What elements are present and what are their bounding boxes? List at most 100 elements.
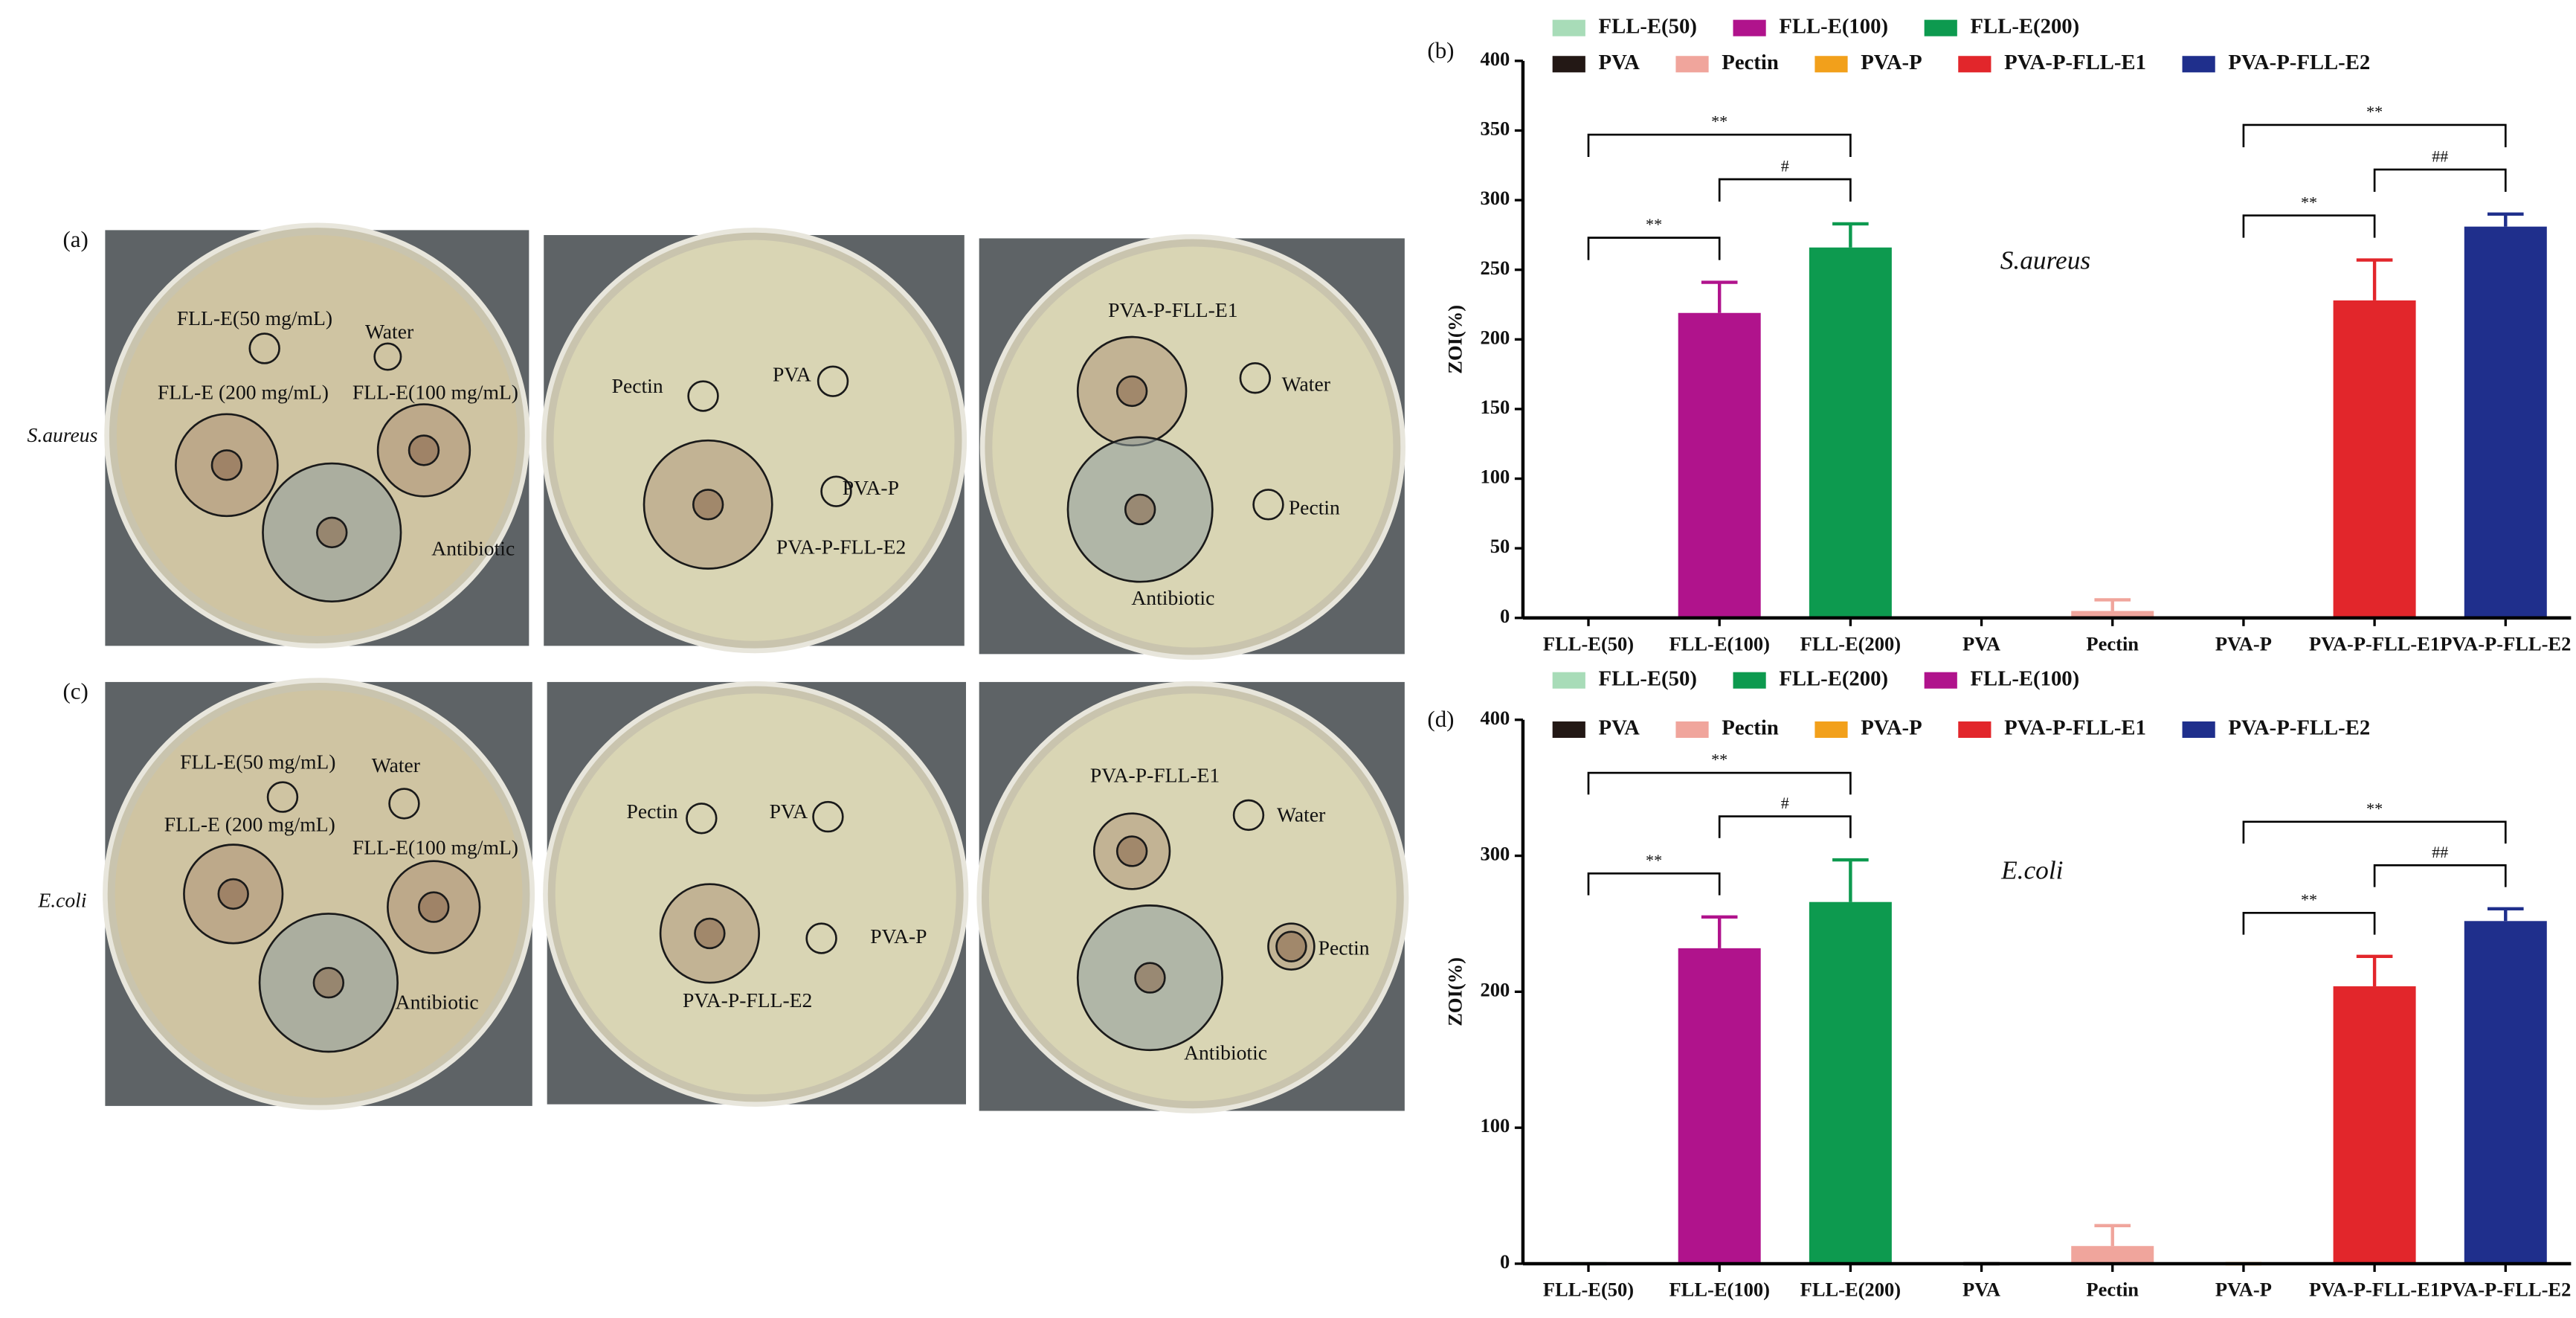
x-tick-label: PVA-P-FLL-E1 bbox=[2309, 632, 2440, 655]
y-tick-label: 250 bbox=[1480, 257, 1510, 279]
legend-swatch bbox=[1675, 56, 1709, 73]
legend-swatch bbox=[1552, 721, 1585, 739]
plate-label: PVA-P-FLL-E2 bbox=[776, 535, 906, 558]
plate-label: Pectin bbox=[1289, 495, 1340, 518]
disc bbox=[210, 449, 243, 481]
legend-swatch bbox=[1958, 721, 1991, 739]
plate-label: Pectin bbox=[612, 374, 663, 397]
significance-bracket bbox=[1718, 178, 1852, 202]
legend-label: Pectin bbox=[1722, 51, 1779, 74]
plate-label: Antibiotic bbox=[431, 537, 515, 560]
x-tick-label: Pectin bbox=[2086, 632, 2139, 655]
plate-label: Antibiotic bbox=[1131, 586, 1214, 609]
significance-bracket bbox=[1587, 237, 1721, 260]
plate-label: PVA-P bbox=[870, 925, 927, 948]
y-tick-label: 350 bbox=[1480, 118, 1510, 140]
error-bar bbox=[1832, 222, 1869, 248]
disc bbox=[805, 922, 837, 954]
significance-bracket bbox=[2373, 864, 2507, 887]
x-tick-label: PVA-P-FLL-E2 bbox=[2440, 632, 2571, 655]
plate-label: FLL-E (200 mg/mL) bbox=[164, 813, 335, 836]
bar bbox=[2333, 300, 2416, 618]
bar bbox=[2464, 921, 2547, 1264]
plate-label: Antibiotic bbox=[1184, 1041, 1267, 1064]
disc bbox=[1275, 930, 1307, 962]
y-tick-label: 200 bbox=[1480, 326, 1510, 348]
legend-swatch bbox=[2182, 56, 2215, 73]
significance-label: ## bbox=[2432, 843, 2448, 861]
plate-label: PVA-P-FLL-E1 bbox=[1090, 763, 1220, 786]
legend-swatch bbox=[1924, 672, 1957, 689]
legend-label: PVA bbox=[1599, 716, 1640, 740]
significance-label: ** bbox=[1711, 750, 1727, 769]
bar bbox=[1678, 948, 1761, 1264]
legend-label: Pectin bbox=[1722, 716, 1779, 740]
disc bbox=[1124, 493, 1156, 526]
y-tick-label: 100 bbox=[1480, 1114, 1510, 1137]
significance-bracket bbox=[2242, 123, 2507, 147]
disc bbox=[692, 489, 724, 521]
significance-label: # bbox=[1781, 157, 1789, 176]
x-tick-label: PVA bbox=[1962, 632, 2000, 655]
plate-label: FLL-E(100 mg/mL) bbox=[352, 836, 518, 859]
y-tick-label: 400 bbox=[1480, 48, 1510, 70]
plate-label: FLL-E(50 mg/mL) bbox=[180, 750, 335, 774]
plate-label: PVA bbox=[773, 362, 811, 385]
plate-label: Antibiotic bbox=[396, 990, 479, 1013]
significance-label: ** bbox=[2301, 890, 2317, 909]
petri-dish-agar bbox=[115, 689, 523, 1098]
error-bar bbox=[2356, 258, 2393, 300]
legend-label: FLL-E(100) bbox=[1971, 666, 2080, 690]
legend-swatch bbox=[1733, 19, 1766, 36]
disc bbox=[687, 380, 719, 412]
significance-label: ## bbox=[2432, 147, 2448, 165]
legend-swatch bbox=[1815, 56, 1848, 73]
disc bbox=[1115, 835, 1148, 867]
disc bbox=[316, 516, 348, 549]
legend-swatch bbox=[1552, 56, 1585, 73]
error-bar bbox=[1701, 915, 1738, 948]
significance-label: ** bbox=[2366, 799, 2383, 817]
legend-swatch bbox=[1552, 19, 1585, 36]
error-bar bbox=[2094, 1224, 2131, 1247]
legend-label: FLL-E(200) bbox=[1779, 666, 1888, 690]
petri-dish-agar bbox=[553, 240, 955, 641]
panel-label: (b) bbox=[1427, 37, 1454, 63]
significance-bracket bbox=[2242, 820, 2507, 844]
x-tick-label: PVA-P bbox=[2215, 1279, 2272, 1301]
legend-label: PVA-P-FLL-E2 bbox=[2228, 716, 2370, 740]
significance-bracket bbox=[2242, 214, 2376, 238]
legend-swatch bbox=[1815, 721, 1848, 739]
disc bbox=[1115, 375, 1148, 408]
error-bar bbox=[1701, 280, 1738, 313]
significance-bracket bbox=[2373, 168, 2507, 192]
error-bar bbox=[2356, 954, 2393, 987]
chart-annotation: S.aureus bbox=[2000, 246, 2090, 275]
bar bbox=[2071, 611, 2154, 618]
row-label: S.aureus bbox=[28, 423, 98, 446]
plate-label: PVA-P-FLL-E2 bbox=[683, 988, 812, 1012]
x-tick-label: PVA-P bbox=[2215, 632, 2272, 655]
significance-bracket bbox=[1587, 133, 1852, 158]
y-tick-label: 300 bbox=[1480, 187, 1510, 209]
disc bbox=[686, 803, 718, 835]
error-bar bbox=[2094, 598, 2131, 611]
legend-label: PVA-P-FLL-E1 bbox=[2004, 716, 2146, 740]
disc bbox=[812, 800, 844, 833]
bar bbox=[1678, 312, 1761, 618]
petri-dish-agar bbox=[988, 693, 1397, 1102]
bar bbox=[1809, 901, 1892, 1264]
significance-label: ** bbox=[1711, 112, 1727, 131]
x-tick-label: FLL-E(50) bbox=[1543, 632, 1634, 655]
disc bbox=[1239, 362, 1272, 394]
disc bbox=[373, 342, 402, 371]
disc bbox=[1232, 799, 1265, 832]
y-axis-label: ZOI(%) bbox=[1444, 305, 1466, 374]
x-tick-label: FLL-E(100) bbox=[1669, 632, 1769, 655]
disc bbox=[1134, 962, 1166, 994]
row-label: E.coli bbox=[37, 888, 86, 911]
legend-label: PVA bbox=[1599, 51, 1640, 74]
legend-label: FLL-E(50) bbox=[1599, 666, 1697, 690]
bar bbox=[2333, 986, 2416, 1264]
